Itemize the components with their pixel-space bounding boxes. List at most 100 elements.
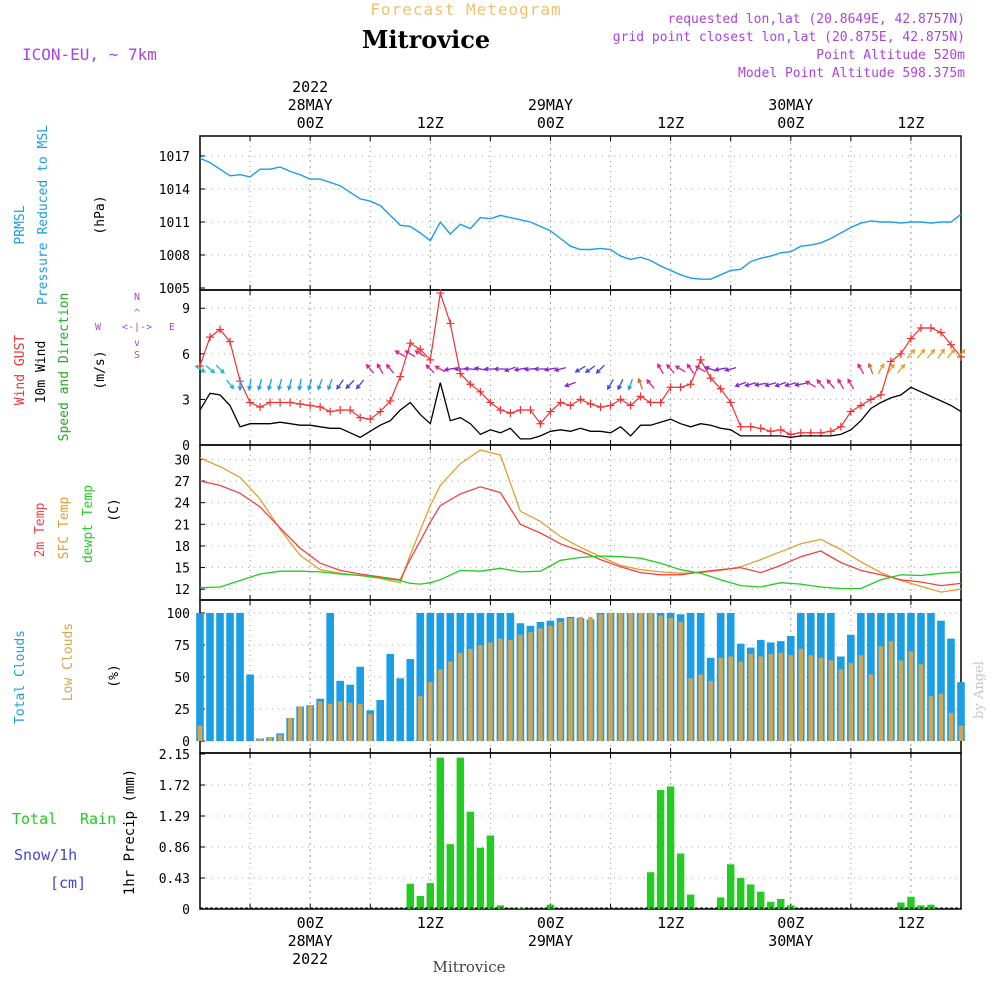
gust-marker [756,424,765,433]
gust-marker [296,399,305,408]
precip-bar [426,883,435,909]
y-tick-label: 100 [167,607,190,622]
total-cloud-bar [686,613,695,741]
wind-direction-arrow [503,366,516,373]
low-cloud-bar [918,664,924,741]
y-tick-label: 12 [174,583,190,598]
wind-direction-arrow [837,378,845,390]
wind-direction-arrow [443,366,456,372]
low-cloud-bar [307,705,313,741]
wind-direction-arrow [394,350,406,358]
total-cloud-bar [386,653,395,741]
bottom-time-label: 12Z [417,914,444,932]
model-altitude: Model Point Altitude 598.375m [738,66,965,81]
gust-marker [876,390,885,399]
low-cloud-bar [548,625,553,741]
gust-marker [856,401,865,410]
low-cloud-bar [888,641,894,741]
low-cloud-bar [868,674,874,741]
gust-marker [506,409,515,418]
wind-direction-arrow [657,363,664,375]
low-cloud-bar [478,645,483,741]
low-cloud-bar [658,615,663,741]
y-tick-label: 9 [182,302,190,317]
y-tick-label: 30 [174,453,190,468]
y-tick-label: 1014 [159,183,190,198]
y-tick-label: 0 [182,903,190,918]
compass-n: N [134,292,140,303]
y-tick-label: 0.86 [159,841,190,856]
pressure-unit: (hPa) [93,195,108,234]
wind-direction-arrow [724,366,737,373]
wind-direction-arrow [574,365,586,373]
gust-marker [896,349,905,358]
precip-bar [777,898,785,909]
wind-direction-arrow [694,365,706,373]
wind-direction-arrow [297,378,303,391]
wind-direction-arrow [896,363,906,374]
y-tick-label: 2.15 [159,748,190,763]
gust-marker [666,383,675,392]
gust-label: Wind GUST [13,335,28,406]
total-cloud-bar [927,613,935,741]
low-cloud-bar [588,616,593,741]
low-cloud-bar [648,613,653,741]
precip-bar [476,847,485,909]
wind-direction-arrow [937,348,945,359]
total-cloud-bar [326,613,334,741]
wind-direction-arrow [247,378,253,391]
snow-label: Snow/1h [14,846,77,864]
wind-side-labels: Wind GUST 10m Wind Speed and Direction (… [13,292,175,441]
low-cloud-bar [688,678,693,741]
low-cloud-bar [418,696,423,741]
wind-direction-arrow [753,382,767,388]
requested-coords: requested lon,lat (20.8649E, 42.8757N) [668,12,965,27]
gust-marker [596,403,605,412]
wind-direction-arrow [595,364,605,374]
bottom-time-label: 00Z [777,914,804,932]
wind-10m-line [199,382,962,440]
low-cloud-bar [297,706,303,741]
low-cloud-bar [938,693,944,741]
wind-direction-arrow [463,366,476,372]
gust-marker [436,289,445,298]
wind-direction-arrow [345,379,355,390]
top-time-label: 00Z [297,114,324,132]
low-cloud-bar [788,655,793,741]
y-tick-label: 0 [182,439,190,454]
wind-direction-arrow [637,377,644,390]
low-cloud-bar [708,680,713,741]
grid-point-coords: grid point closest lon,lat (20.875E, 42.… [613,30,965,45]
gust-marker [696,355,705,364]
wind-unit: (m/s) [93,350,108,389]
y-tick-label: 1008 [159,249,190,264]
gust-marker [526,406,535,415]
gust-marker [866,395,875,404]
low-cloud-bar [428,682,433,741]
low-cloud-bar [728,656,733,741]
gust-marker [536,419,545,428]
gust-marker [906,334,915,343]
top-time-label: 2022 [292,78,328,96]
gust-marker [686,380,695,389]
wind-10m-label: 10m Wind [34,341,49,404]
panel-precipitation: 0 0.43 0.86 1.29 1.72 2.15 [159,748,962,918]
low-cloud-bar [758,656,763,741]
precip-bar [646,872,655,909]
cloud-side-labels: Total Clouds Low Clouds (%) [13,623,122,724]
low-cloud-bar [608,613,613,741]
footer-location: Mitrovice [433,958,506,976]
total-cloud-bar [957,682,965,741]
temp-unit: (C) [107,498,122,521]
bottom-time-label: 00Z [537,914,564,932]
wind-direction-arrow [523,366,536,372]
wind-direction-arrow [385,363,395,374]
gust-marker [656,398,665,407]
wind-direction-arrow [267,378,273,391]
gust-marker [286,398,295,407]
precip-bar [787,905,795,909]
compass-up: ^ [134,308,140,319]
y-tick-label: 18 [174,540,190,555]
gust-marker [246,398,255,407]
